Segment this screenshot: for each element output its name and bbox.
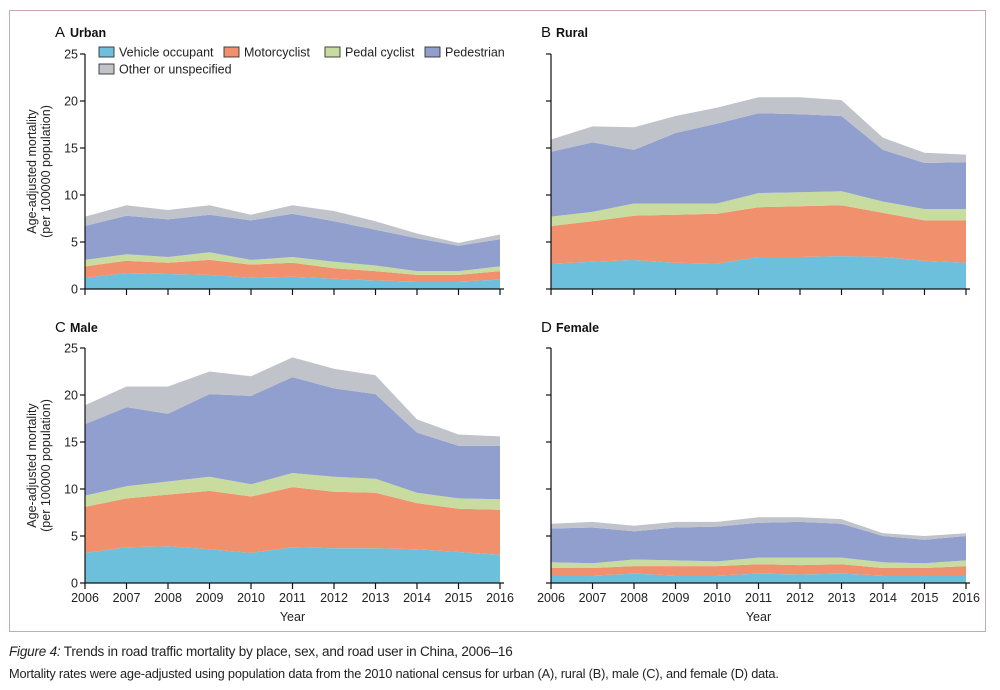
y-axis-label: (per 100000 population) bbox=[39, 399, 53, 532]
area-other-or-unspecified bbox=[85, 205, 500, 246]
y-tick-label: 25 bbox=[64, 342, 78, 356]
legend-item: Other or unspecified bbox=[98, 63, 232, 77]
y-tick-label: 5 bbox=[71, 530, 78, 544]
area-motorcyclist bbox=[551, 564, 966, 576]
legend-swatch bbox=[98, 46, 115, 58]
area-pedal-cyclist bbox=[85, 473, 500, 510]
area-motorcyclist bbox=[85, 259, 500, 282]
panel-title: Male bbox=[70, 321, 98, 335]
legend-swatch bbox=[98, 63, 115, 75]
x-tick-label: 2014 bbox=[403, 591, 431, 605]
legend-label: Pedal cyclist bbox=[345, 46, 415, 60]
legend-label: Pedestrian bbox=[445, 46, 505, 60]
y-tick-label: 15 bbox=[64, 142, 78, 156]
x-tick-label: 2006 bbox=[537, 591, 565, 605]
figure-label: Figure 4: bbox=[9, 644, 61, 659]
panel-male: C Male 0 5 10 15 20 25 2006 2007 2008 2009 2010 2011 2… bbox=[25, 319, 514, 624]
x-tick-label: 2016 bbox=[952, 591, 980, 605]
area-other-or-unspecified bbox=[551, 517, 966, 540]
legend-item: Motorcyclist bbox=[223, 46, 311, 60]
area-pedestrian bbox=[551, 521, 966, 564]
x-tick-label: 2010 bbox=[237, 591, 265, 605]
area-pedal-cyclist bbox=[551, 557, 966, 568]
x-axis-label: Year bbox=[280, 610, 305, 624]
x-tick-label: 2006 bbox=[71, 591, 99, 605]
panel-rural: B Rural bbox=[541, 24, 970, 295]
panel-female: D Female 2006 2007 2008 2009 2010 2011 2012 2013 2… bbox=[537, 319, 980, 624]
legend-swatch bbox=[324, 46, 341, 58]
area-other-or-unspecified bbox=[551, 97, 966, 163]
y-axis-label: Age-adjusted mortality bbox=[25, 109, 39, 234]
legend: Vehicle occupant Motorcyclist Pedal cyclis… bbox=[98, 46, 505, 77]
x-tick-label: 2015 bbox=[911, 591, 939, 605]
x-tick-label: 2011 bbox=[745, 591, 772, 605]
x-tick-label: 2011 bbox=[279, 591, 306, 605]
area-motorcyclist bbox=[85, 487, 500, 555]
y-tick-label: 15 bbox=[64, 436, 78, 450]
y-tick-label: 20 bbox=[64, 389, 78, 403]
legend-label: Other or unspecified bbox=[119, 63, 232, 77]
legend-item: Pedal cyclist bbox=[324, 46, 415, 60]
figure-frame bbox=[9, 10, 986, 632]
x-tick-label: 2012 bbox=[786, 591, 814, 605]
x-tick-label: 2009 bbox=[196, 591, 224, 605]
y-tick-label: 10 bbox=[64, 483, 78, 497]
y-tick-label: 20 bbox=[64, 95, 78, 109]
area-pedestrian bbox=[85, 213, 500, 272]
legend-swatch bbox=[424, 46, 441, 58]
y-axis-label: Age-adjusted mortality bbox=[25, 403, 39, 528]
legend-swatch bbox=[223, 46, 240, 58]
panel-letter: D bbox=[541, 319, 552, 336]
area-pedestrian bbox=[85, 377, 500, 500]
y-tick-label: 5 bbox=[71, 236, 78, 250]
x-tick-label: 2014 bbox=[869, 591, 897, 605]
area-vehicle-occupant bbox=[85, 546, 500, 583]
legend-item: Pedestrian bbox=[424, 46, 505, 60]
y-axis-label: (per 100000 population) bbox=[39, 105, 53, 238]
x-tick-label: 2013 bbox=[362, 591, 390, 605]
area-pedal-cyclist bbox=[551, 191, 966, 226]
x-tick-label: 2016 bbox=[486, 591, 514, 605]
x-axis-label: Year bbox=[746, 610, 771, 624]
panel-letter: A bbox=[55, 24, 65, 41]
y-tick-label: 25 bbox=[64, 48, 78, 62]
x-tick-label: 2012 bbox=[320, 591, 348, 605]
panel-title: Rural bbox=[556, 26, 588, 40]
area-other-or-unspecified bbox=[85, 357, 500, 446]
area-vehicle-occupant bbox=[85, 273, 500, 289]
panel-letter: B bbox=[541, 24, 551, 41]
x-tick-label: 2015 bbox=[445, 591, 473, 605]
panel-title: Female bbox=[556, 321, 599, 335]
x-tick-label: 2007 bbox=[579, 591, 607, 605]
legend-label: Vehicle occupant bbox=[119, 46, 214, 60]
panel-urban: A Urban 0 5 10 15 20 25 Age-adjusted mortality (p… bbox=[25, 24, 505, 297]
figure-title: Figure 4: Trends in road traffic mortali… bbox=[9, 644, 513, 659]
x-tick-label: 2009 bbox=[662, 591, 690, 605]
x-tick-label: 2007 bbox=[113, 591, 141, 605]
figure-title-text: Trends in road traffic mortality by plac… bbox=[60, 644, 513, 659]
area-pedestrian bbox=[551, 113, 966, 217]
area-vehicle-occupant bbox=[551, 256, 966, 289]
y-tick-label: 10 bbox=[64, 189, 78, 203]
area-motorcyclist bbox=[551, 205, 966, 264]
x-tick-label: 2008 bbox=[154, 591, 182, 605]
x-tick-label: 2008 bbox=[620, 591, 648, 605]
x-tick-label: 2013 bbox=[828, 591, 856, 605]
figure-caption: Mortality rates were age-adjusted using … bbox=[9, 666, 779, 681]
area-vehicle-occupant bbox=[551, 573, 966, 583]
legend-label: Motorcyclist bbox=[244, 46, 311, 60]
y-tick-label: 0 bbox=[71, 283, 78, 297]
panel-letter: C bbox=[55, 319, 66, 336]
x-tick-label: 2010 bbox=[703, 591, 731, 605]
legend-item: Vehicle occupant bbox=[98, 46, 214, 60]
panel-title: Urban bbox=[70, 26, 106, 40]
y-tick-label: 0 bbox=[71, 577, 78, 591]
area-pedal-cyclist bbox=[85, 252, 500, 275]
